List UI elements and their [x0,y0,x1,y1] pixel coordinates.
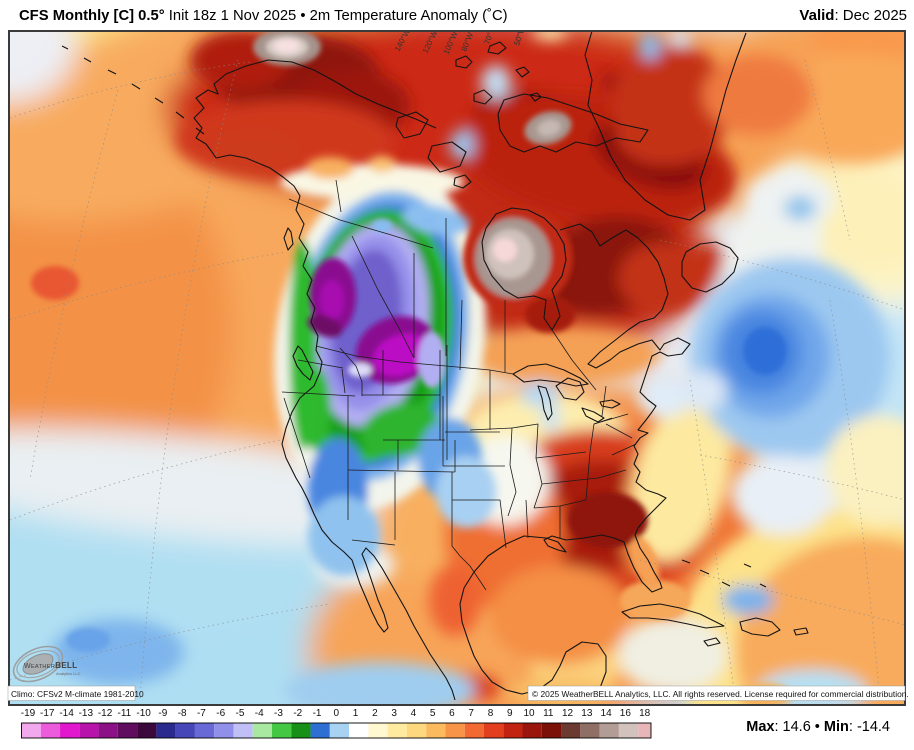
svg-text:© 2025 WeatherBELL Analytics,: © 2025 WeatherBELL Analytics, LLC. All r… [532,689,909,699]
svg-text:CFS Monthly [C] 0.5° Init 18z: CFS Monthly [C] 0.5° Init 18z 1 Nov 2025… [19,8,508,24]
svg-text:11: 11 [543,708,554,719]
svg-text:9: 9 [507,708,513,719]
svg-text:-14: -14 [59,708,74,719]
svg-text:7: 7 [468,708,474,719]
svg-text:-13: -13 [79,708,94,719]
svg-text:-7: -7 [197,708,206,719]
svg-text:-6: -6 [216,708,225,719]
svg-text:-10: -10 [136,708,151,719]
svg-text:12: 12 [562,708,574,719]
svg-text:Analytics LLC: Analytics LLC [56,671,81,676]
svg-text:-4: -4 [255,708,264,719]
svg-text:14: 14 [601,708,613,719]
svg-text:5: 5 [430,708,436,719]
svg-text:-9: -9 [158,708,167,719]
svg-text:Max: 14.6 • Min: -14.4: Max: 14.6 • Min: -14.4 [746,719,890,735]
svg-text:-1: -1 [313,708,322,719]
svg-text:Valid: Dec 2025: Valid: Dec 2025 [799,7,907,24]
svg-text:8: 8 [488,708,494,719]
svg-text:2: 2 [372,708,378,719]
svg-text:-5: -5 [236,708,245,719]
svg-text:-2: -2 [293,708,302,719]
svg-text:-12: -12 [98,708,113,719]
svg-text:-19: -19 [21,708,36,719]
svg-text:6: 6 [449,708,455,719]
svg-text:3: 3 [391,708,397,719]
svg-text:16: 16 [620,708,632,719]
svg-text:-17: -17 [40,708,55,719]
svg-text:-3: -3 [274,708,283,719]
svg-text:-8: -8 [178,708,187,719]
svg-text:Climo: CFSv2 M-climate 1981-20: Climo: CFSv2 M-climate 1981-2010 [11,689,144,699]
svg-text:10: 10 [523,708,535,719]
svg-text:-11: -11 [117,708,131,719]
svg-text:4: 4 [411,708,417,719]
svg-text:0: 0 [334,708,340,719]
svg-text:1: 1 [353,708,359,719]
svg-text:13: 13 [581,708,593,719]
svg-text:WEATHERBELL: WEATHERBELL [24,661,77,670]
svg-text:18: 18 [639,708,651,719]
